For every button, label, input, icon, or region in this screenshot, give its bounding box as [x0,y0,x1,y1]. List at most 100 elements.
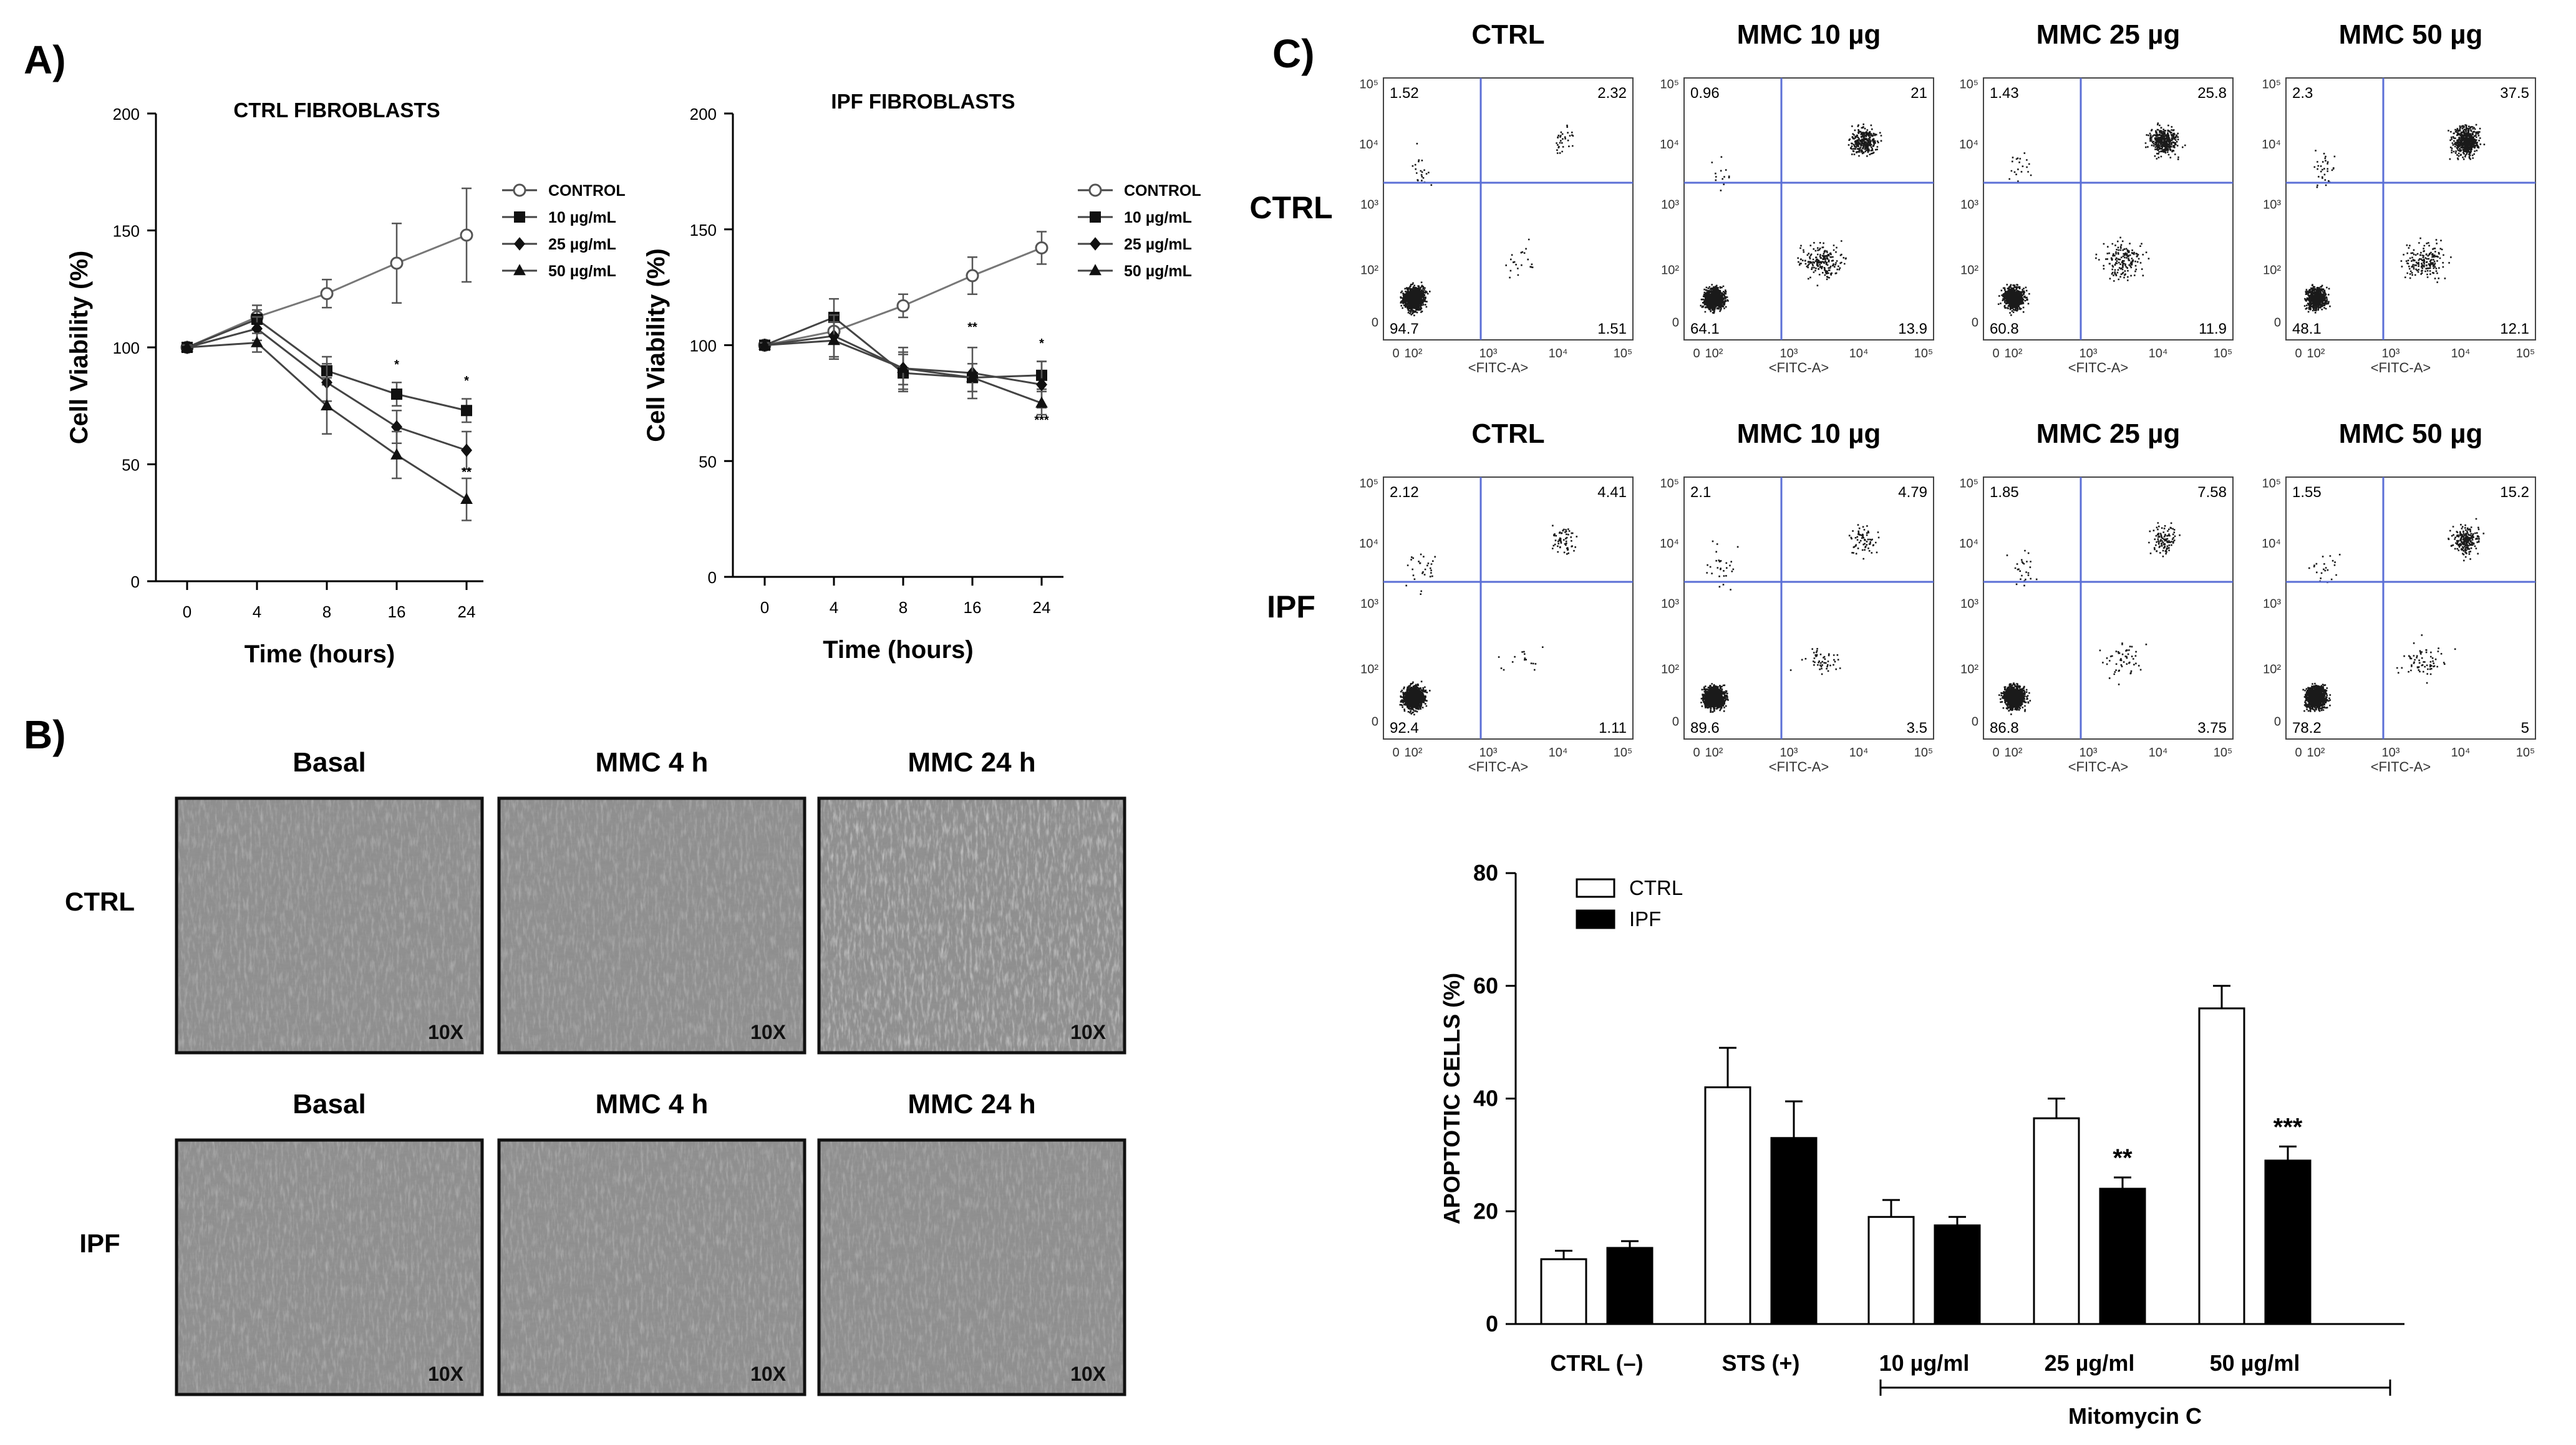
quadrant-bottom-left-value: 48.1 [2292,321,2322,337]
flow-y-tick-label: 10⁵ [1660,476,1679,490]
bar-ipf [1934,1224,1981,1325]
bar-ctrl [1540,1258,1587,1325]
micrograph-column-label: MMC 24 h [908,747,1035,778]
apoptotic-cells-bar-chart: 0 20 40 60 80 APOPTOTIC CELLS (%) CTRL (–) STS … [1439,860,2404,1429]
quadrant-top-left-value: 1.55 [2292,484,2322,501]
legend-label: 25 µg/mL [1124,236,1192,253]
flow-y-tick-label: 10³ [1960,597,1978,611]
marker-point [251,322,263,336]
flow-x-tick-label: 10⁵ [2214,746,2233,760]
magnification-label: 10X [428,1021,464,1043]
micrograph-column-label: Basal [293,747,366,778]
quadrant-top-right-value: 4.41 [1597,484,1627,501]
x-tick-label: 50 µg/ml [2210,1350,2300,1376]
y-tick-label: 0 [708,568,717,587]
legend-label: CTRL [1629,876,1683,899]
y-tick-label: 150 [113,222,140,241]
micrograph-highlights [499,1140,805,1394]
flow-column-label: MMC 50 µg [2339,418,2483,449]
magnification-label: 10X [1070,1363,1106,1385]
flow-row-label: IPF [1267,589,1315,624]
flow-x-tick-label: 10² [2307,746,2325,760]
chart-title: CTRL FIBROBLASTS [233,99,440,122]
flow-x-axis-label: <FITC-A> [1468,360,1529,375]
micrograph-column-label: MMC 24 h [908,1089,1035,1119]
quadrant-bottom-right-value: 12.1 [2500,321,2529,337]
micrograph-frame [817,796,1126,1055]
marker-point [181,341,193,352]
legend-label: CONTROL [548,182,626,200]
marker-point [513,264,526,276]
quadrant-bottom-right-value: 11.9 [2199,321,2227,337]
flow-x-tick-label: 10⁴ [1849,746,1869,760]
flow-x-tick-label: 10⁴ [1549,347,1568,360]
flow-x-tick-label: 10⁵ [1914,347,1934,360]
flow-x-tick-label: 10⁵ [2214,347,2233,360]
micrograph-frame [175,1138,484,1396]
marker-point [897,361,909,373]
micrograph-highlights [819,798,1125,1053]
flow-y-tick-label: 0 [1972,715,1978,729]
legend-label: IPF [1629,907,1661,930]
flow-x-tick-label: 10² [2307,347,2325,360]
flow-y-tick-label: 10³ [1360,597,1378,611]
flow-plot-frame [2285,77,2536,341]
flow-row-label: CTRL [1249,190,1332,225]
quadrant-bottom-left-value: 86.8 [1990,720,2019,737]
x-tick-label: 16 [388,602,406,621]
flow-plot: 1.55 15.2 78.2 5 10⁵ 10⁴ 10³ 10² 0 0 10² 10³ 10⁴ 10⁵ <… [2262,476,2536,775]
legend-swatch [1576,909,1615,929]
flow-x-axis-label: <FITC-A> [1468,759,1529,775]
flow-y-tick-label: 10² [1960,663,1978,677]
flow-y-tick-label: 10³ [1360,198,1378,212]
flow-x-tick-label: 10⁴ [2149,746,2168,760]
y-tick-label: 150 [690,221,717,239]
quadrant-bottom-left-value: 78.2 [2292,720,2322,737]
quadrant-top-right-value: 15.2 [2500,484,2529,501]
flow-plot: 0.96 21 64.1 13.9 10⁵ 10⁴ 10³ 10² 0 0 10² 10³ 10⁴ 10⁵… [1660,77,1934,375]
flow-y-tick-label: 10⁵ [2262,77,2281,91]
series-control [758,231,1048,352]
quadrant-top-right-value: 21 [1910,85,1927,102]
marker-point [1035,241,1048,254]
marker-point [966,370,979,382]
legend-swatch [1576,878,1615,898]
marker-point [390,256,404,270]
flow-plot: 2.1 4.79 89.6 3.5 10⁵ 10⁴ 10³ 10² 0 0 10² 10³ 10⁴ 10⁵… [1660,476,1934,775]
flow-y-tick-label: 10³ [1661,198,1679,212]
quadrant-top-right-value: 37.5 [2500,85,2529,102]
micrograph-highlights [499,798,805,1053]
flow-column-label: CTRL [1471,418,1544,449]
x-tick-label: 8 [322,602,331,621]
marker-point [461,405,472,417]
significance-marker: * [1039,337,1044,350]
marker-point [513,183,526,197]
x-tick-label: 0 [183,602,191,621]
bar-ctrl [1704,1086,1751,1325]
flow-y-tick-label: 10² [1661,663,1679,677]
micrograph-frame [497,1138,806,1396]
flow-x-tick-label: 10³ [1780,347,1798,360]
micrograph-row-label: IPF [79,1229,120,1258]
y-tick-label: 100 [690,337,717,355]
quadrant-top-left-value: 1.43 [1990,85,2019,102]
quadrant-bottom-left-value: 60.8 [1990,321,2019,337]
flow-y-tick-label: 10² [2263,264,2281,278]
quadrant-top-right-value: 4.79 [1898,484,1927,501]
flow-y-tick-label: 10⁵ [2262,476,2281,490]
flow-x-tick-label: 0 [1992,746,1999,760]
legend-label: 50 µg/mL [548,263,616,280]
series-50-g-ml [758,321,1048,416]
flow-cytometry-grid: CTRL CTRL 1.52 2.32 94.7 1.51 10⁵ 10⁴ 10³ 10² 0 0 10… [1249,19,2536,775]
flow-y-tick-label: 10⁵ [1959,476,1978,490]
magnification-label: 10X [428,1363,464,1385]
marker-point [1088,183,1102,197]
flow-y-tick-label: 10⁴ [1359,138,1378,152]
x-tick-label: 24 [458,602,476,621]
legend-label: 10 µg/mL [1124,209,1192,226]
quadrant-bottom-right-value: 1.11 [1599,720,1627,737]
x-tick-label: 25 µg/ml [2045,1350,2135,1376]
marker-point [1090,211,1101,223]
flow-y-tick-label: 10⁵ [1359,476,1378,490]
legend-label: 10 µg/mL [548,209,616,226]
